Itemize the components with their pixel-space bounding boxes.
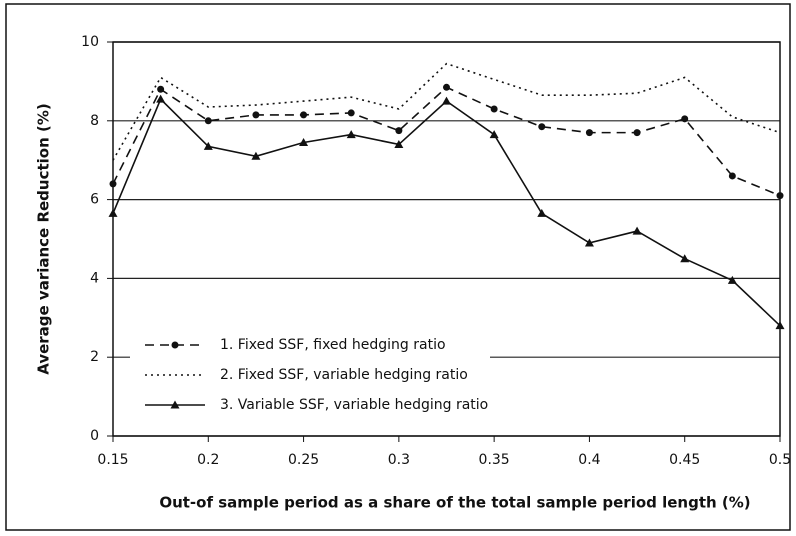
marker bbox=[632, 226, 642, 235]
x-tick-label: 0.5 bbox=[769, 452, 791, 468]
series-line bbox=[112, 62, 781, 161]
y-tick-label: 8 bbox=[90, 113, 99, 129]
marker bbox=[299, 137, 309, 146]
marker bbox=[300, 111, 308, 119]
series-line bbox=[112, 97, 781, 327]
x-tick-label: 0.3 bbox=[388, 452, 410, 468]
marker bbox=[585, 129, 593, 137]
marker bbox=[776, 192, 784, 200]
marker bbox=[728, 172, 736, 180]
marker bbox=[157, 85, 165, 93]
marker bbox=[171, 341, 179, 349]
x-tick-label: 0.2 bbox=[197, 452, 219, 468]
y-tick-label: 0 bbox=[90, 428, 99, 444]
marker bbox=[442, 96, 451, 105]
y-axis-label: Average variance Reduction (%) bbox=[35, 103, 53, 375]
marker bbox=[204, 117, 212, 125]
legend-label: 3. Variable SSF, variable hedging ratio bbox=[220, 397, 488, 413]
y-tick-label: 10 bbox=[81, 34, 99, 50]
marker bbox=[490, 105, 498, 113]
x-tick-label: 0.35 bbox=[479, 452, 510, 468]
y-tick-label: 4 bbox=[90, 270, 99, 286]
marker bbox=[394, 139, 404, 148]
marker bbox=[170, 400, 180, 409]
frame bbox=[5, 3, 791, 531]
y-tick-label: 6 bbox=[90, 192, 99, 208]
marker bbox=[775, 321, 785, 330]
plot-area bbox=[112, 41, 781, 437]
x-axis-label: Out-of sample period as a share of the t… bbox=[159, 494, 750, 512]
y-tick-label: 2 bbox=[90, 349, 99, 365]
marker bbox=[584, 238, 594, 247]
marker bbox=[681, 115, 689, 123]
marker bbox=[443, 83, 450, 91]
marker bbox=[251, 151, 261, 160]
marker bbox=[156, 94, 166, 103]
marker bbox=[538, 123, 546, 131]
marker bbox=[203, 141, 213, 150]
x-tick-label: 0.25 bbox=[288, 452, 319, 468]
marker bbox=[680, 254, 690, 263]
legend-label: 1. Fixed SSF, fixed hedging ratio bbox=[220, 337, 446, 353]
marker bbox=[537, 208, 547, 217]
marker bbox=[633, 129, 641, 137]
legend-label: 2. Fixed SSF, variable hedging ratio bbox=[220, 367, 468, 383]
marker bbox=[108, 208, 118, 217]
marker bbox=[489, 130, 499, 139]
marker bbox=[346, 130, 356, 139]
x-tick-label: 0.45 bbox=[669, 452, 700, 468]
marker bbox=[109, 180, 117, 188]
marker bbox=[347, 109, 355, 117]
marker bbox=[252, 111, 260, 119]
x-tick-label: 0.15 bbox=[97, 452, 128, 468]
marker bbox=[395, 127, 403, 135]
x-tick-label: 0.4 bbox=[578, 452, 600, 468]
marker bbox=[727, 275, 737, 284]
